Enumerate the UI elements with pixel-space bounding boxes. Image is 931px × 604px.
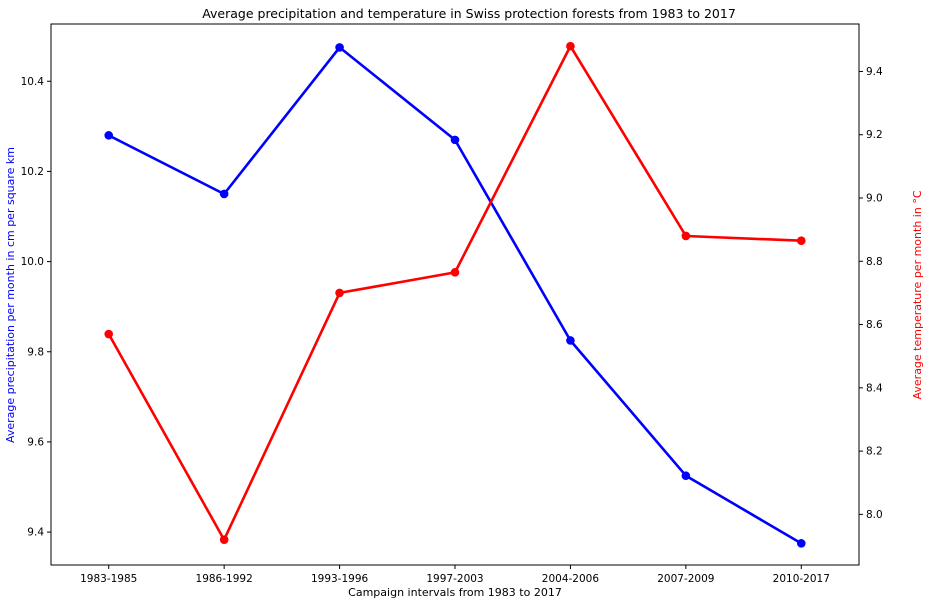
right-y-tick-label: 8.0 xyxy=(866,509,883,521)
temperature-series xyxy=(104,41,806,544)
left-y-tick-label: 10.2 xyxy=(21,166,44,178)
right-y-tick-label: 9.4 xyxy=(866,66,883,78)
x-tick-label: 1993-1996 xyxy=(311,573,369,585)
right-y-tick-label: 9.2 xyxy=(866,129,883,141)
precipitation-series xyxy=(104,43,806,548)
left-y-tick-label: 10.4 xyxy=(21,76,45,88)
data-point xyxy=(450,135,460,145)
right-y-tick-label: 8.6 xyxy=(866,319,883,331)
right-y-axis: 8.0 8.2 8.4 8.6 8.8 9.0 9.2 9.4 xyxy=(859,66,883,521)
chart-title: Average precipitation and temperature in… xyxy=(202,6,736,21)
right-y-tick-label: 8.8 xyxy=(866,256,883,268)
x-tick-label: 1986-1992 xyxy=(196,573,253,585)
x-tick-label: 1997-2003 xyxy=(426,573,483,585)
left-y-tick-label: 9.8 xyxy=(27,346,44,358)
data-point xyxy=(681,231,691,241)
x-axis: 1983-1985 1986-1992 1993-1996 1997-2003 2004… xyxy=(80,565,830,585)
data-point xyxy=(219,189,229,199)
data-point xyxy=(796,236,806,246)
right-y-axis-label: Average temperature per month in °C xyxy=(911,190,924,399)
x-tick-label: 1983-1985 xyxy=(80,573,137,585)
data-point xyxy=(566,336,575,345)
right-y-tick-label: 9.0 xyxy=(866,193,883,205)
data-point xyxy=(450,268,460,277)
data-point xyxy=(796,539,806,548)
data-point xyxy=(335,43,344,52)
x-tick-label: 2004-2006 xyxy=(542,573,600,585)
left-y-axis: 9.4 9.6 9.8 10.0 10.2 10.4 xyxy=(21,76,51,539)
x-tick-label: 2007-2009 xyxy=(657,573,714,585)
data-point xyxy=(219,535,229,544)
data-point xyxy=(104,131,114,140)
left-y-tick-label: 9.6 xyxy=(27,436,44,448)
left-y-axis-label: Average precipitation per month in cm pe… xyxy=(4,147,17,443)
x-tick-label: 2010-2017 xyxy=(773,573,830,585)
series-layer xyxy=(104,41,806,548)
data-point xyxy=(335,288,344,298)
data-point xyxy=(104,329,114,339)
data-point xyxy=(566,41,575,51)
right-y-tick-label: 8.4 xyxy=(866,382,883,394)
right-y-tick-label: 8.2 xyxy=(866,446,883,458)
left-y-tick-label: 9.4 xyxy=(27,527,44,539)
x-axis-label: Campaign intervals from 1983 to 2017 xyxy=(348,586,562,599)
left-y-tick-label: 10.0 xyxy=(21,256,44,268)
data-point xyxy=(681,471,691,481)
